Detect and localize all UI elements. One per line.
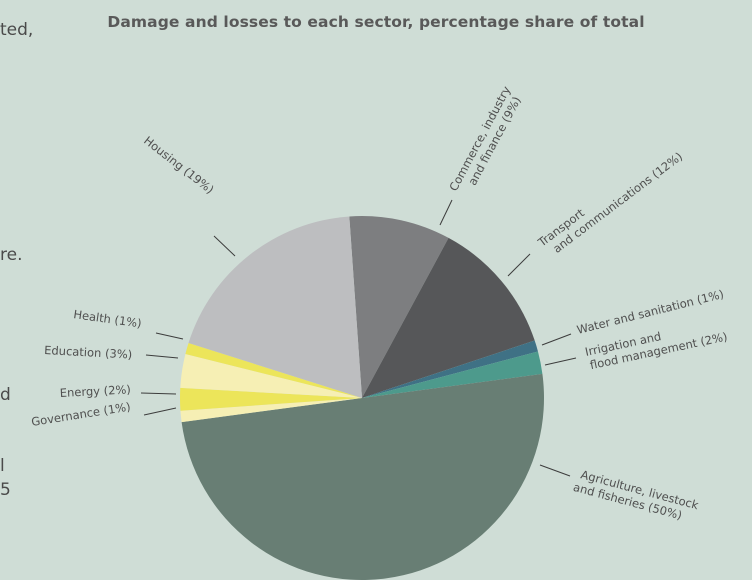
slice-label-water: Water and sanitation (1%)	[575, 287, 725, 337]
leader-line	[541, 333, 572, 346]
slice-label-housing: Housing (19%)	[141, 133, 217, 196]
background-text-fragment: l	[0, 456, 5, 476]
slice-label-health: Health (1%)	[73, 307, 143, 330]
leader-line	[143, 407, 177, 416]
slice-label-governance: Governance (1%)	[30, 399, 131, 429]
leader-line	[539, 464, 571, 477]
chart-title: Damage and losses to each sector, percen…	[107, 13, 645, 31]
background-text-fragment: d	[0, 385, 11, 405]
leader-line	[155, 332, 184, 340]
slice-label-energy: Energy (2%)	[59, 382, 131, 400]
leader-line	[140, 392, 177, 395]
pie-slice-commerce-industry-and-finance	[349, 216, 449, 398]
background-text-fragment: re.	[0, 245, 23, 265]
pie-slice-health	[185, 342, 362, 398]
slice-label-education: Education (3%)	[44, 343, 133, 362]
leader-line	[507, 253, 531, 277]
background-text-fragment: 5	[0, 480, 11, 500]
leader-line	[439, 199, 453, 226]
pie-slice-education	[180, 353, 362, 398]
leader-line	[544, 357, 577, 366]
pie-slice-irrigation-and-flood-management	[362, 351, 543, 398]
pie-slice-transport-and-communications	[362, 237, 535, 398]
pie-slice-energy	[180, 387, 362, 411]
pie-slice-housing	[188, 216, 362, 398]
pie-slice-governance	[180, 398, 362, 423]
background-text-fragment: ted,	[0, 20, 34, 40]
pie-slice-water-and-sanitation	[362, 340, 538, 398]
slice-label-transport: and communications (12%)	[550, 149, 685, 256]
leader-line	[213, 235, 236, 257]
leader-line	[145, 354, 179, 359]
pie-slice-agriculture-livestock-and-fisheries	[181, 373, 545, 580]
